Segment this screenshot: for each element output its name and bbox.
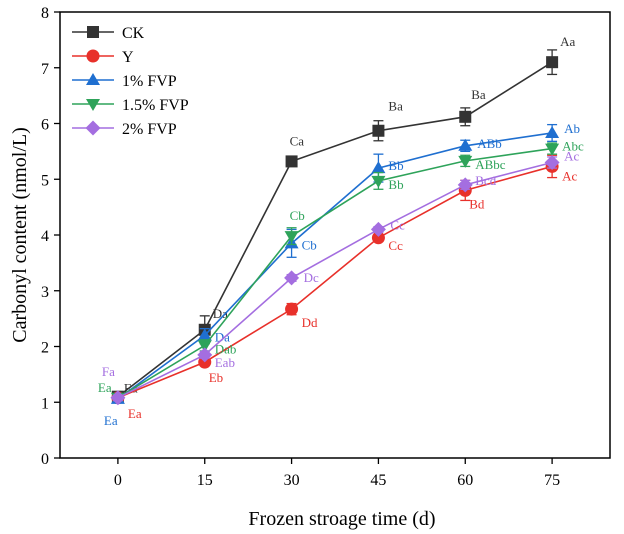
series-2-fvp: Fa Eab Dc Cc Bcd Ac [102,149,579,406]
data-point [371,175,386,188]
legend-label: Y [122,49,134,66]
data-point [110,390,126,406]
series-line [117,61,553,398]
legend-marker [86,49,100,63]
legend-item: 1% FVP [72,73,177,90]
significance-label: Ac [564,149,579,164]
data-point [545,143,560,156]
x-tick-label: 45 [370,472,386,489]
x-tick-label: 0 [114,472,122,489]
y-tick-label: 7 [41,61,49,78]
x-tick-label: 15 [197,472,213,489]
data-point [285,302,299,316]
data-point [197,340,212,353]
significance-label: Ba [388,99,403,114]
significance-label: Da [213,306,228,321]
significance-label: Fa [102,364,115,379]
data-point [458,138,473,151]
data-point [545,125,560,138]
data-point [370,221,386,237]
y-tick-label: 6 [41,117,49,134]
significance-label: Cc [390,217,405,232]
significance-label: Ea [128,406,142,421]
y-tick-label: 0 [41,451,49,468]
series-y: Ea Eb Dd Cc Bd Ac [111,154,577,421]
data-point [197,328,212,341]
significance-label: Dc [304,270,319,285]
data-point [371,231,385,245]
series-1-5-fvp: Ea Dab Cb Bb ABbc Abc [98,139,584,405]
significance-label: Da [215,329,230,344]
data-point [284,231,299,244]
data-point [544,155,560,171]
legend-label: 2% FVP [122,121,177,138]
data-point [284,270,300,286]
legend-marker [86,73,100,85]
y-tick-label: 3 [41,284,49,301]
significance-label: Ea [98,380,112,395]
series-line [117,132,553,400]
data-point [546,56,559,69]
series-group: EaDaCaBaBaAaEaEbDdCcBdAcEaDaCbBbABbAbEaD… [98,34,584,428]
data-point [285,155,298,168]
significance-label: Aa [560,34,575,49]
data-point [371,161,386,174]
data-point [458,155,473,168]
significance-label: Bd [469,196,485,211]
x-tick-label: 75 [544,472,560,489]
y-tick-label: 2 [41,340,49,357]
legend-label: CK [122,25,145,42]
significance-label: Dd [302,315,318,330]
legend-item: 2% FVP [72,120,177,138]
significance-label: Ea [104,413,118,428]
data-point [197,347,213,363]
significance-label: Dab [215,341,237,356]
x-tick-label: 30 [284,472,300,489]
y-axis-title: Carbonyl content (nmol/L) [9,127,31,343]
significance-label: Cb [302,237,317,252]
significance-label: Eab [215,355,235,370]
data-point [457,177,473,193]
significance-label: Ac [562,168,577,183]
significance-label: Cc [388,238,403,253]
significance-label: ABb [477,136,502,151]
significance-label: Abc [562,139,584,154]
legend-label: 1% FVP [122,73,177,90]
legend-item: Y [72,49,134,66]
series-1-fvp: Ea Da Cb Bb ABb Ab [104,121,580,428]
data-point [459,110,472,123]
y-tick-label: 5 [41,172,49,189]
legend-item: 1.5% FVP [72,97,189,114]
x-tick-label: 60 [457,472,473,489]
legend-marker [85,120,101,136]
significance-label: Bcd [475,173,496,188]
legend-item: CK [72,25,145,42]
legend-marker [87,26,99,38]
legend: CK Y 1% FVP 1.5% FVP 2% FVP [72,25,189,138]
series-line [117,147,553,399]
y-tick-label: 1 [41,395,49,412]
significance-label: Ba [471,87,486,102]
significance-label: Ab [564,121,580,136]
significance-label: Ca [290,133,305,148]
data-point [372,124,385,137]
legend-label: 1.5% FVP [122,97,189,114]
significance-label: ABbc [475,157,506,172]
y-tick-label: 4 [41,228,49,245]
significance-label: Bb [388,158,403,173]
series-line [117,165,553,399]
y-tick-label: 8 [41,5,49,22]
series-line [117,161,553,399]
significance-label: Cb [290,208,305,223]
significance-label: Bb [388,177,403,192]
legend-marker [86,99,100,111]
x-axis-title: Frozen stroage time (d) [248,508,435,530]
significance-label: Eb [209,370,223,385]
